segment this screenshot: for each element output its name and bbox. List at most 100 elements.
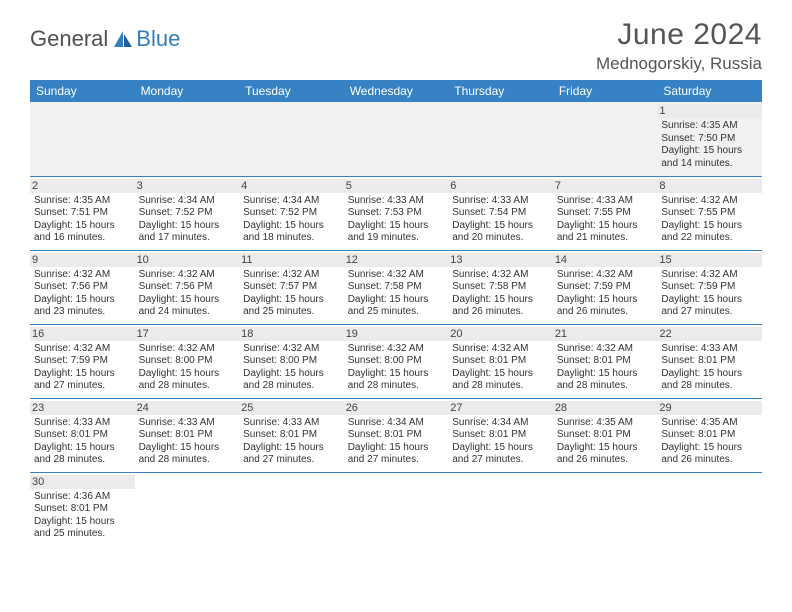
calendar-cell: 15Sunrise: 4:32 AMSunset: 7:59 PMDayligh… bbox=[657, 250, 762, 324]
day-number: 28 bbox=[553, 401, 658, 415]
calendar-cell: 14 Sunrise: 4:32 AMSunset: 7:59 PMDayligh… bbox=[553, 250, 658, 324]
day-info: Sunrise: 4:35 AMSunset: 8:01 PMDaylight:… bbox=[557, 417, 654, 467]
calendar-cell: 22 Sunrise: 4:33 AMSunset: 8:01 PMDayligh… bbox=[657, 324, 762, 398]
day-info: Sunrise: 4:33 AMSunset: 7:55 PMDaylight:… bbox=[557, 195, 654, 245]
calendar-cell: 27Sunrise: 4:34 AMSunset: 8:01 PMDayligh… bbox=[448, 398, 553, 472]
calendar-page: General Blue June 2024 Mednogorskiy, Rus… bbox=[0, 0, 792, 546]
calendar-cell bbox=[344, 102, 449, 176]
day-number: 1 bbox=[657, 104, 762, 118]
calendar-cell: 7 Sunrise: 4:33 AMSunset: 7:55 PMDaylight… bbox=[553, 176, 658, 250]
calendar-table: SundayMondayTuesdayWednesdayThursdayFrid… bbox=[30, 80, 762, 546]
day-info: Sunrise: 4:33 AMSunset: 8:01 PMDaylight:… bbox=[661, 343, 758, 393]
calendar-header: SundayMondayTuesdayWednesdayThursdayFrid… bbox=[30, 80, 762, 102]
calendar-cell bbox=[135, 472, 240, 546]
day-info: Sunrise: 4:32 AMSunset: 7:59 PMDaylight:… bbox=[34, 343, 131, 393]
month-title: June 2024 bbox=[596, 18, 762, 52]
day-number: 29 bbox=[657, 401, 762, 415]
day-info: Sunrise: 4:33 AMSunset: 8:01 PMDaylight:… bbox=[139, 417, 236, 467]
day-info: Sunrise: 4:32 AMSunset: 8:00 PMDaylight:… bbox=[139, 343, 236, 393]
calendar-cell: 24 Sunrise: 4:33 AMSunset: 8:01 PMDayligh… bbox=[135, 398, 240, 472]
day-number: 26 bbox=[344, 401, 449, 415]
calendar-cell: 28 Sunrise: 4:35 AMSunset: 8:01 PMDayligh… bbox=[553, 398, 658, 472]
calendar-cell: 16 Sunrise: 4:32 AMSunset: 7:59 PMDayligh… bbox=[30, 324, 135, 398]
day-number: 13 bbox=[448, 253, 553, 267]
brand-logo: General Blue bbox=[30, 26, 180, 52]
day-number: 14 bbox=[553, 253, 658, 267]
day-number: 12 bbox=[344, 253, 449, 267]
day-number: 23 bbox=[30, 401, 135, 415]
calendar-cell: 30Sunrise: 4:36 AMSunset: 8:01 PMDayligh… bbox=[30, 472, 135, 546]
day-info: Sunrise: 4:34 AMSunset: 7:52 PMDaylight:… bbox=[243, 195, 340, 245]
day-info: Sunrise: 4:33 AMSunset: 7:54 PMDaylight:… bbox=[452, 195, 549, 245]
day-number: 7 bbox=[553, 179, 658, 193]
day-number: 5 bbox=[344, 179, 449, 193]
day-number: 9 bbox=[30, 253, 135, 267]
day-info: Sunrise: 4:32 AMSunset: 7:56 PMDaylight:… bbox=[139, 269, 236, 319]
day-info: Sunrise: 4:32 AMSunset: 8:01 PMDaylight:… bbox=[557, 343, 654, 393]
location: Mednogorskiy, Russia bbox=[596, 54, 762, 74]
calendar-cell: 9 Sunrise: 4:32 AMSunset: 7:56 PMDaylight… bbox=[30, 250, 135, 324]
calendar-cell bbox=[448, 102, 553, 176]
day-info: Sunrise: 4:32 AMSunset: 7:58 PMDaylight:… bbox=[348, 269, 445, 319]
day-number: 24 bbox=[135, 401, 240, 415]
day-info: Sunrise: 4:34 AMSunset: 8:01 PMDaylight:… bbox=[452, 417, 549, 467]
day-number: 6 bbox=[448, 179, 553, 193]
weekday-header: Friday bbox=[553, 80, 658, 102]
brand-part2: Blue bbox=[136, 26, 180, 52]
day-number: 15 bbox=[657, 253, 762, 267]
calendar-cell bbox=[239, 102, 344, 176]
calendar-cell bbox=[239, 472, 344, 546]
day-info: Sunrise: 4:34 AMSunset: 7:52 PMDaylight:… bbox=[139, 195, 236, 245]
calendar-cell bbox=[30, 102, 135, 176]
day-number: 25 bbox=[239, 401, 344, 415]
calendar-cell: 23Sunrise: 4:33 AMSunset: 8:01 PMDayligh… bbox=[30, 398, 135, 472]
calendar-row: 1 Sunrise: 4:35 AMSunset: 7:50 PMDaylight… bbox=[30, 102, 762, 176]
calendar-cell: 3 Sunrise: 4:34 AMSunset: 7:52 PMDaylight… bbox=[135, 176, 240, 250]
calendar-cell bbox=[553, 472, 658, 546]
calendar-cell bbox=[135, 102, 240, 176]
calendar-body: 1 Sunrise: 4:35 AMSunset: 7:50 PMDaylight… bbox=[30, 102, 762, 546]
day-number: 3 bbox=[135, 179, 240, 193]
calendar-cell: 21 Sunrise: 4:32 AMSunset: 8:01 PMDayligh… bbox=[553, 324, 658, 398]
calendar-cell: 18Sunrise: 4:32 AMSunset: 8:00 PMDayligh… bbox=[239, 324, 344, 398]
weekday-header: Thursday bbox=[448, 80, 553, 102]
day-number: 17 bbox=[135, 327, 240, 341]
day-info: Sunrise: 4:35 AMSunset: 8:01 PMDaylight:… bbox=[661, 417, 758, 467]
calendar-cell: 25Sunrise: 4:33 AMSunset: 8:01 PMDayligh… bbox=[239, 398, 344, 472]
day-info: Sunrise: 4:32 AMSunset: 8:00 PMDaylight:… bbox=[348, 343, 445, 393]
day-info: Sunrise: 4:32 AMSunset: 8:01 PMDaylight:… bbox=[452, 343, 549, 393]
day-number: 4 bbox=[239, 179, 344, 193]
day-info: Sunrise: 4:35 AMSunset: 7:50 PMDaylight:… bbox=[661, 120, 758, 170]
calendar-cell bbox=[657, 472, 762, 546]
calendar-cell bbox=[448, 472, 553, 546]
day-info: Sunrise: 4:32 AMSunset: 7:58 PMDaylight:… bbox=[452, 269, 549, 319]
day-info: Sunrise: 4:35 AMSunset: 7:51 PMDaylight:… bbox=[34, 195, 131, 245]
day-number: 2 bbox=[30, 179, 135, 193]
calendar-cell: 19Sunrise: 4:32 AMSunset: 8:00 PMDayligh… bbox=[344, 324, 449, 398]
day-number: 21 bbox=[553, 327, 658, 341]
calendar-cell bbox=[344, 472, 449, 546]
calendar-cell: 20Sunrise: 4:32 AMSunset: 8:01 PMDayligh… bbox=[448, 324, 553, 398]
calendar-cell: 5Sunrise: 4:33 AMSunset: 7:53 PMDaylight… bbox=[344, 176, 449, 250]
day-number: 16 bbox=[30, 327, 135, 341]
day-number: 8 bbox=[657, 179, 762, 193]
day-info: Sunrise: 4:32 AMSunset: 7:59 PMDaylight:… bbox=[557, 269, 654, 319]
weekday-header: Monday bbox=[135, 80, 240, 102]
calendar-row: 2 Sunrise: 4:35 AMSunset: 7:51 PMDaylight… bbox=[30, 176, 762, 250]
calendar-cell: 26Sunrise: 4:34 AMSunset: 8:01 PMDayligh… bbox=[344, 398, 449, 472]
day-number: 11 bbox=[239, 253, 344, 267]
weekday-header: Tuesday bbox=[239, 80, 344, 102]
calendar-cell: 10 Sunrise: 4:32 AMSunset: 7:56 PMDayligh… bbox=[135, 250, 240, 324]
calendar-cell: 6 Sunrise: 4:33 AMSunset: 7:54 PMDaylight… bbox=[448, 176, 553, 250]
weekday-header: Sunday bbox=[30, 80, 135, 102]
title-block: June 2024 Mednogorskiy, Russia bbox=[596, 18, 762, 74]
day-number: 18 bbox=[239, 327, 344, 341]
calendar-row: 23 Sunrise: 4:33 AMSunset: 8:01 PMDayligh… bbox=[30, 398, 762, 472]
calendar-cell: 2 Sunrise: 4:35 AMSunset: 7:51 PMDaylight… bbox=[30, 176, 135, 250]
day-info: Sunrise: 4:32 AMSunset: 7:56 PMDaylight:… bbox=[34, 269, 131, 319]
day-number: 22 bbox=[657, 327, 762, 341]
weekday-header: Wednesday bbox=[344, 80, 449, 102]
calendar-row: 30Sunrise: 4:36 AMSunset: 8:01 PMDayligh… bbox=[30, 472, 762, 546]
calendar-cell: 11Sunrise: 4:32 AMSunset: 7:57 PMDayligh… bbox=[239, 250, 344, 324]
day-number: 10 bbox=[135, 253, 240, 267]
